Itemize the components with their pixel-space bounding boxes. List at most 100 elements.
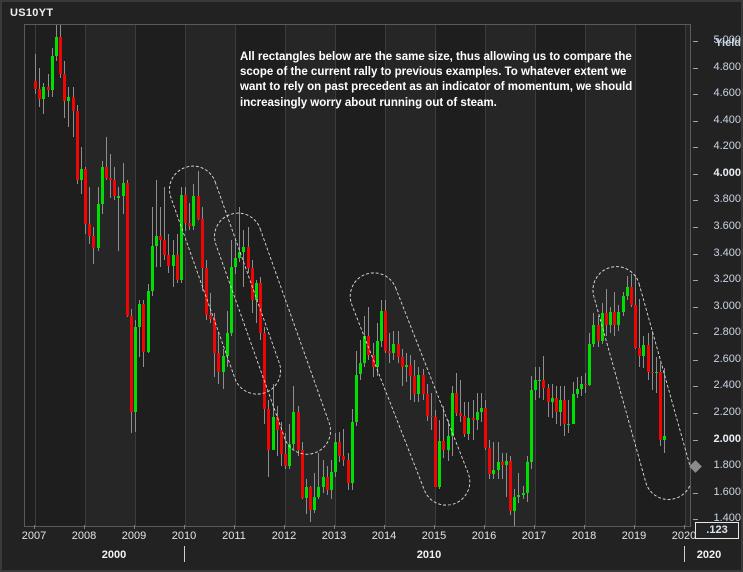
- x-axis-decade-label: 2010: [416, 549, 442, 561]
- candle-body: [513, 496, 516, 512]
- candle-wick: [410, 354, 411, 400]
- x-axis-tick-label: 2018: [571, 530, 597, 542]
- candle-wick: [168, 233, 169, 274]
- chart-plot-area[interactable]: [24, 24, 691, 527]
- candle-body: [126, 183, 129, 317]
- x-axis-tick-dash: [84, 525, 85, 529]
- candle-body: [272, 417, 275, 451]
- candle-body: [647, 345, 650, 372]
- candle-body: [422, 374, 425, 395]
- candle-wick: [652, 330, 653, 391]
- candle-body: [492, 470, 495, 475]
- candle-body: [113, 180, 116, 197]
- candle-body: [322, 476, 325, 488]
- candle-body: [84, 168, 87, 225]
- y-axis[interactable]: Yield 5.000 4.800 4.600 4.400 4.200 4.000 3.80…: [689, 24, 743, 540]
- candle-body: [63, 74, 66, 101]
- candle-body: [409, 365, 412, 376]
- candle-body: [472, 418, 475, 420]
- candle-body: [584, 383, 587, 386]
- candle-body: [159, 236, 162, 241]
- gridline: [285, 25, 286, 526]
- gridline: [435, 25, 436, 526]
- candle-wick: [73, 87, 74, 137]
- background-band: [185, 25, 235, 526]
- candle-body: [309, 487, 312, 511]
- candle-body: [155, 236, 158, 246]
- candle-body: [384, 310, 387, 351]
- x-axis-tick-label: 2007: [21, 530, 47, 542]
- candle-body: [455, 393, 458, 414]
- candle-body: [176, 254, 179, 281]
- candle-body: [351, 422, 354, 484]
- candle-wick: [243, 229, 244, 287]
- candle-wick: [343, 428, 344, 467]
- candle-body: [501, 462, 504, 465]
- candle-body: [238, 252, 241, 258]
- x-axis[interactable]: 2007 2008 2009 2010 2011 2012 2013 2014 2015 2016…: [21, 525, 721, 572]
- candle-body: [459, 413, 462, 416]
- candle-wick: [239, 207, 240, 262]
- candle-body: [34, 80, 37, 89]
- candle-body: [509, 460, 512, 512]
- x-axis-tick-label: 2009: [121, 530, 147, 542]
- candle-wick: [210, 293, 211, 323]
- candle-body: [280, 430, 283, 455]
- y-axis-tick-dash: [693, 386, 698, 388]
- background-band: [585, 25, 635, 526]
- x-axis-tick-dash: [384, 525, 385, 529]
- candle-body: [192, 196, 195, 226]
- candle-body: [38, 88, 41, 100]
- candle-body: [488, 447, 491, 475]
- candle-body: [59, 36, 62, 75]
- x-axis-tick-dash: [334, 525, 335, 529]
- candle-body: [122, 183, 125, 197]
- candle-body: [92, 236, 95, 249]
- candle-wick: [89, 187, 90, 245]
- x-axis-tick-dash: [34, 525, 35, 529]
- candle-body: [438, 440, 441, 488]
- x-axis-tick-label: 2016: [471, 530, 497, 542]
- candle-wick: [48, 74, 49, 97]
- candle-body: [638, 347, 641, 356]
- candle-body: [355, 374, 358, 423]
- candle-body: [167, 254, 170, 266]
- x-axis-tick-label: 2008: [71, 530, 97, 542]
- candle-body: [151, 245, 154, 291]
- candle-wick: [493, 442, 494, 480]
- candle-body: [184, 195, 187, 223]
- y-axis-tick-label: 4.800: [713, 60, 741, 73]
- y-axis-tick-label: 3.800: [713, 193, 741, 206]
- y-axis-tick-dash: [693, 40, 698, 42]
- candle-wick: [568, 399, 569, 433]
- candle-body: [442, 440, 445, 451]
- candle-body: [301, 450, 304, 499]
- candle-wick: [585, 373, 586, 394]
- y-axis-tick-label: 1.600: [713, 485, 741, 498]
- candle-wick: [368, 306, 369, 360]
- candle-body: [297, 411, 300, 451]
- candle-body: [317, 487, 320, 497]
- candle-wick: [389, 333, 390, 363]
- candle-wick: [314, 472, 315, 513]
- y-axis-value-box[interactable]: .123: [695, 522, 739, 540]
- candle-body: [147, 290, 150, 352]
- candle-body: [417, 374, 420, 395]
- y-axis-tick-label: 1.400: [713, 512, 741, 525]
- background-band: [385, 25, 435, 526]
- x-axis-tick-dash: [484, 525, 485, 529]
- candle-wick: [110, 153, 111, 198]
- y-axis-tick-label: 2.400: [713, 379, 741, 392]
- candle-body: [534, 379, 537, 391]
- x-axis-tick-dash: [534, 525, 535, 529]
- candle-body: [188, 223, 191, 226]
- candle-body: [217, 353, 220, 372]
- candle-wick: [664, 367, 665, 453]
- candle-body: [547, 387, 550, 403]
- candle-body: [538, 379, 541, 382]
- candle-body: [42, 87, 45, 100]
- candle-body: [480, 407, 483, 412]
- symbol-title: US10YT: [10, 7, 54, 19]
- candle-body: [467, 418, 470, 435]
